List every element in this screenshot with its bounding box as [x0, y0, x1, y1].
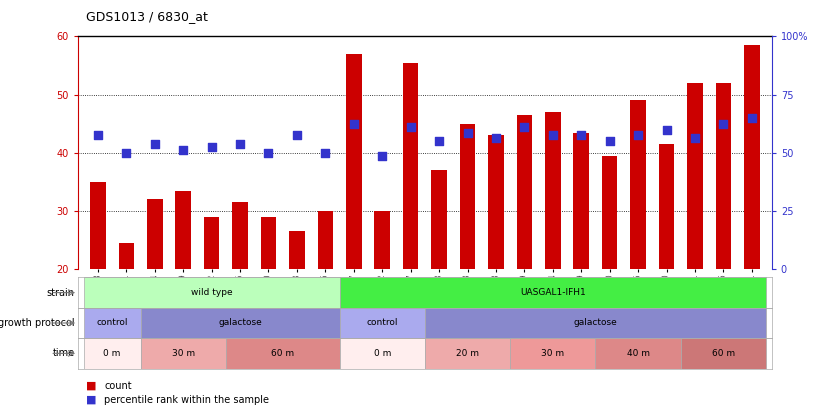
Bar — [602, 156, 617, 269]
Bar — [425, 308, 766, 338]
Point — [347, 121, 360, 127]
Text: UASGAL1-IFH1: UASGAL1-IFH1 — [520, 288, 585, 297]
Point — [404, 124, 417, 130]
Bar — [687, 83, 703, 269]
Bar — [176, 191, 191, 269]
Point — [660, 126, 673, 133]
Point — [461, 129, 474, 136]
Bar — [681, 338, 766, 369]
Bar — [147, 200, 163, 269]
Text: 0 m: 0 m — [374, 349, 391, 358]
Text: wild type: wild type — [190, 288, 232, 297]
Point — [177, 147, 190, 153]
Point — [233, 141, 246, 147]
Point — [262, 150, 275, 156]
Bar — [118, 243, 134, 269]
Bar — [488, 135, 504, 269]
Bar — [744, 45, 759, 269]
Bar — [374, 211, 390, 269]
Point — [603, 138, 617, 145]
Bar — [425, 338, 510, 369]
Point — [688, 135, 701, 142]
Text: growth protocol: growth protocol — [0, 318, 75, 328]
Bar — [204, 217, 219, 269]
Bar — [431, 171, 447, 269]
Bar — [595, 338, 681, 369]
Text: 30 m: 30 m — [541, 349, 564, 358]
Bar — [573, 132, 589, 269]
Text: 20 m: 20 m — [456, 349, 479, 358]
Bar — [510, 338, 595, 369]
Bar — [658, 144, 674, 269]
Text: 60 m: 60 m — [712, 349, 735, 358]
Bar — [226, 338, 340, 369]
Bar — [232, 202, 248, 269]
Bar — [318, 211, 333, 269]
Point — [745, 115, 759, 121]
Bar — [545, 112, 561, 269]
Point — [205, 144, 218, 150]
Text: strain: strain — [47, 288, 75, 298]
Text: galactose: galactose — [574, 318, 617, 328]
Point — [631, 132, 644, 139]
Point — [518, 124, 531, 130]
Text: percentile rank within the sample: percentile rank within the sample — [104, 395, 269, 405]
Point — [120, 150, 133, 156]
Text: ■: ■ — [86, 395, 97, 405]
Bar — [716, 83, 732, 269]
Bar — [346, 54, 361, 269]
Bar — [340, 338, 425, 369]
Text: GDS1013 / 6830_at: GDS1013 / 6830_at — [86, 10, 208, 23]
Text: 40 m: 40 m — [626, 349, 649, 358]
Text: 0 m: 0 m — [103, 349, 121, 358]
Text: 60 m: 60 m — [271, 349, 294, 358]
Bar — [340, 308, 425, 338]
Bar — [516, 115, 532, 269]
Text: time: time — [53, 348, 75, 358]
Text: 30 m: 30 m — [172, 349, 195, 358]
Point — [319, 150, 332, 156]
Bar — [340, 277, 766, 308]
Bar — [631, 100, 646, 269]
Bar — [403, 63, 419, 269]
Bar — [289, 232, 305, 269]
Point — [717, 121, 730, 127]
Bar — [84, 308, 140, 338]
Bar — [90, 182, 106, 269]
Text: galactose: galactose — [218, 318, 262, 328]
Bar — [84, 338, 140, 369]
Point — [149, 141, 162, 147]
Point — [575, 132, 588, 139]
Text: control: control — [96, 318, 128, 328]
Point — [433, 138, 446, 145]
Text: control: control — [366, 318, 398, 328]
Bar — [140, 338, 226, 369]
Point — [91, 132, 104, 139]
Bar — [84, 277, 340, 308]
Bar — [140, 308, 340, 338]
Point — [546, 132, 559, 139]
Bar — [261, 217, 277, 269]
Point — [376, 153, 389, 159]
Text: count: count — [104, 381, 132, 390]
Point — [489, 135, 502, 142]
Point — [291, 132, 304, 139]
Text: ■: ■ — [86, 381, 97, 390]
Bar — [460, 124, 475, 269]
